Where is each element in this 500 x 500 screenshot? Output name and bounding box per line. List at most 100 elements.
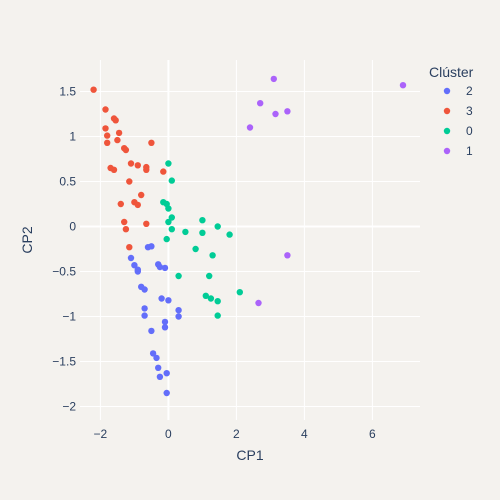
data-points (90, 75, 407, 397)
data-point-cluster-0 (202, 292, 209, 299)
data-point-cluster-0 (168, 226, 175, 233)
data-point-cluster-3 (122, 146, 130, 154)
data-point-cluster-0 (165, 218, 172, 226)
data-point-cluster-0 (214, 223, 221, 230)
data-point-cluster-0 (192, 245, 199, 253)
legend-title: Clúster (429, 64, 474, 80)
legend-label: 1 (466, 144, 473, 158)
y-tick-label: −2 (62, 400, 76, 414)
data-point-cluster-0 (207, 295, 215, 302)
data-point-cluster-3 (104, 139, 111, 146)
legend-label: 2 (466, 84, 473, 98)
data-point-cluster-1 (257, 100, 264, 107)
data-point-cluster-2 (134, 268, 141, 275)
data-point-cluster-3 (122, 226, 130, 233)
y-tick-label: 0 (69, 220, 76, 234)
legend: Clúster 2 3 0 1 (429, 64, 474, 158)
grid-lines (80, 60, 420, 420)
legend-marker (443, 127, 451, 135)
legend-label: 3 (466, 104, 473, 118)
data-point-cluster-0 (209, 252, 216, 259)
data-point-cluster-2 (158, 295, 165, 302)
data-point-cluster-3 (127, 160, 135, 167)
x-tick-label: 6 (369, 427, 376, 441)
data-point-cluster-2 (141, 305, 148, 312)
y-tick-label: −1.5 (52, 355, 76, 369)
y-tick-label: 1 (69, 130, 76, 144)
data-point-cluster-0 (226, 231, 233, 238)
data-point-cluster-3 (115, 129, 123, 137)
data-point-cluster-0 (199, 217, 206, 224)
data-point-cluster-1 (272, 110, 279, 118)
x-tick-label: 4 (301, 427, 308, 441)
data-point-cluster-3 (102, 125, 109, 132)
data-point-cluster-3 (104, 132, 111, 139)
data-point-cluster-0 (163, 235, 170, 243)
data-point-cluster-2 (127, 254, 135, 262)
data-point-cluster-3 (126, 244, 133, 251)
data-point-cluster-1 (246, 124, 254, 131)
data-point-cluster-3 (143, 220, 150, 227)
data-point-cluster-2 (148, 243, 155, 250)
data-point-cluster-2 (141, 312, 148, 319)
x-axis-title: CP1 (236, 447, 263, 463)
data-point-cluster-3 (102, 106, 109, 113)
data-point-cluster-2 (175, 307, 182, 314)
legend-label: 0 (466, 124, 473, 138)
tick-labels: −2 0 2 4 6 −2 −1.5 −1 −0.5 0 0.5 1 1.5 (52, 85, 376, 442)
data-point-cluster-2 (141, 286, 148, 293)
x-tick-label: −2 (94, 427, 108, 441)
data-point-cluster-0 (214, 312, 221, 319)
data-point-cluster-3 (148, 139, 155, 146)
data-point-cluster-0 (165, 205, 172, 212)
y-tick-label: 1.5 (59, 85, 76, 99)
x-tick-label: 2 (233, 427, 240, 441)
y-tick-label: −0.5 (52, 265, 76, 279)
data-point-cluster-3 (114, 136, 121, 144)
data-point-cluster-3 (143, 166, 150, 173)
data-point-cluster-1 (284, 252, 291, 259)
y-tick-label: −1 (62, 310, 76, 324)
data-point-cluster-1 (284, 108, 291, 115)
data-point-cluster-2 (153, 354, 160, 362)
data-point-cluster-2 (165, 297, 172, 304)
data-point-cluster-2 (149, 350, 157, 357)
data-point-cluster-0 (236, 289, 243, 296)
data-point-cluster-2 (156, 263, 164, 271)
data-point-cluster-3 (90, 86, 97, 93)
data-point-cluster-3 (121, 218, 128, 226)
data-point-cluster-0 (199, 229, 206, 236)
data-point-cluster-0 (214, 298, 221, 305)
data-point-cluster-2 (161, 324, 169, 331)
data-point-cluster-3 (134, 201, 141, 209)
data-point-cluster-2 (131, 262, 138, 269)
data-point-cluster-2 (148, 327, 155, 335)
data-point-cluster-0 (175, 272, 182, 280)
data-point-cluster-2 (161, 318, 169, 326)
x-tick-label: 0 (165, 427, 172, 441)
legend-marker (443, 107, 451, 115)
data-point-cluster-2 (163, 389, 170, 397)
data-point-cluster-2 (155, 364, 162, 371)
data-point-cluster-3 (117, 200, 125, 208)
legend-marker (443, 87, 451, 95)
y-axis-title: CP2 (19, 226, 35, 253)
data-point-cluster-3 (126, 178, 133, 185)
y-tick-label: 0.5 (59, 175, 76, 189)
data-point-cluster-2 (156, 373, 164, 380)
data-point-cluster-1 (399, 82, 407, 89)
plot-area (80, 60, 420, 420)
data-point-cluster-2 (175, 313, 182, 320)
data-point-cluster-1 (255, 299, 262, 307)
data-point-cluster-0 (168, 177, 175, 184)
data-point-cluster-2 (163, 370, 170, 377)
data-point-cluster-3 (112, 117, 119, 124)
data-point-cluster-3 (138, 191, 145, 199)
data-point-cluster-1 (270, 75, 277, 83)
data-point-cluster-3 (110, 166, 118, 173)
data-point-cluster-0 (165, 160, 172, 167)
data-point-cluster-2 (161, 264, 169, 272)
legend-marker (443, 147, 451, 155)
data-point-cluster-0 (168, 214, 175, 221)
